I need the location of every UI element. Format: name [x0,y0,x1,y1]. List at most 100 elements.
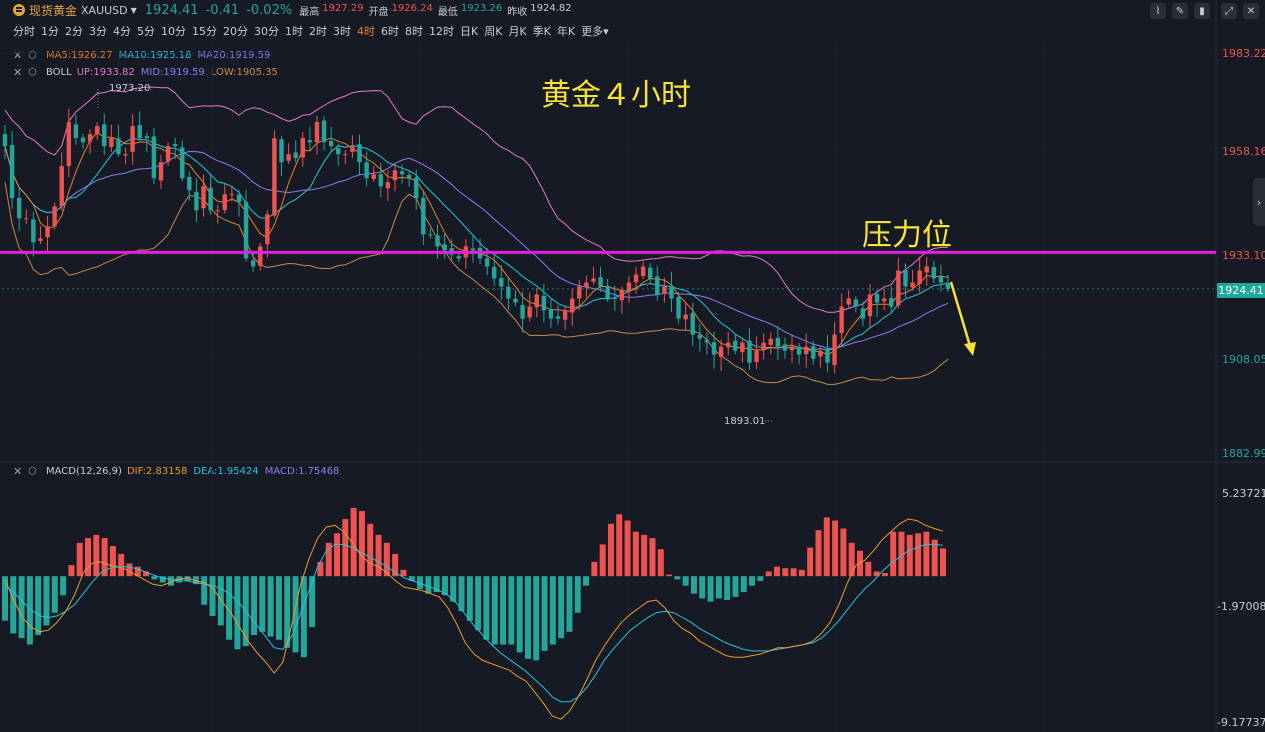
close-icon[interactable]: ✕ [1243,3,1259,19]
chevron-right-icon[interactable]: › [1253,178,1265,226]
period-13[interactable]: 4时 [357,25,375,38]
period-21[interactable]: 年K [556,25,576,38]
candle-body [754,350,759,362]
candle-body [704,339,710,343]
period-15[interactable]: 8时 [405,25,423,38]
pencil-icon[interactable]: ✎ [1172,3,1188,19]
candle-body [605,285,610,299]
candle-body [399,171,405,175]
period-8[interactable]: 20分 [223,25,248,38]
symbol-name[interactable]: 现货黄金 [29,3,78,18]
candle-body [889,298,894,307]
candle-body [846,298,851,305]
candle-body [484,258,490,267]
candle-body [881,298,887,302]
period-16[interactable]: 12时 [429,25,454,38]
macd-hist-bar [840,528,847,577]
macd-hist-bar [707,576,714,602]
macd-hist-bar [516,576,523,653]
candle-body [591,278,596,282]
period-22[interactable]: 更多▾ [581,25,609,38]
toolbar-left: ⌇ ✎ ▮ [1150,3,1216,19]
period-3[interactable]: 3分 [89,25,107,38]
macd-hist-bar [259,576,266,632]
price-stats: 最高 1927.29 开盘 1926.24 最低 1923.26 昨收 1924.82 [299,3,576,18]
period-10[interactable]: 1时 [285,25,303,38]
settings-icon[interactable]: ⬡ [28,67,37,78]
candle-body [151,136,157,179]
period-20[interactable]: 季K [532,25,551,38]
macd-hist-bar [881,573,888,577]
period-5[interactable]: 5分 [137,25,155,38]
candle-body [832,334,837,365]
boll-legend-item: MID:1919.59 [140,67,205,78]
macd-hist-bar [234,576,241,650]
ma5-line [4,131,949,356]
candle-body [343,154,348,156]
candle-body [456,256,461,259]
stat-value: 1927.29 [322,2,364,14]
high-marker: 1973.20 [109,83,151,94]
macd-hist-bar [940,548,946,577]
candle-body [747,340,752,363]
period-18[interactable]: 周K [484,25,503,38]
period-19[interactable]: 月K [508,25,527,38]
candle-body [718,346,724,357]
candle-body [378,174,383,187]
candle-body [775,337,781,347]
symbol-code[interactable]: XAUUSD [81,3,128,17]
stat-label: 昨收 [507,6,528,18]
caret-down-icon[interactable]: ▼ [130,5,137,15]
period-11[interactable]: 2时 [309,25,327,38]
macd-hist-bar [865,561,872,577]
candle-body [364,162,369,179]
candle-body [109,138,114,147]
candle-body [300,138,305,158]
ma10-line [4,137,949,351]
period-12[interactable]: 3时 [333,25,351,38]
macd-hist-bar [101,538,108,577]
candles-icon[interactable]: ▮ [1194,3,1210,19]
period-2[interactable]: 2分 [65,25,83,38]
expand-icon[interactable]: ⤢ [1221,3,1237,19]
settings-icon[interactable]: ⬡ [28,466,37,477]
boll-legend: ✕ ⬡ BOLL UP:1933.82 MID:1919.59 LOW:1905.3… [13,66,284,79]
macd-hist-bar [35,576,42,635]
macd-hist-bar [466,576,473,621]
period-6[interactable]: 10分 [161,25,186,38]
candle-body [286,154,291,161]
candle-body [598,277,603,287]
period-4[interactable]: 4分 [113,25,131,38]
chart-line-icon[interactable]: ⌇ [1150,3,1166,19]
macd-hist-bar [607,523,614,577]
candle-body [499,278,504,287]
candle-body [314,122,320,143]
candle-body [180,147,185,179]
ma-legend-item: MA10:1925.18 [118,50,192,61]
macd-hist-bar [10,576,17,634]
macd-hist-bar [51,576,58,613]
candle-body [789,346,795,351]
remove-icon[interactable]: ✕ [13,66,23,79]
settings-icon[interactable]: ⬡ [28,50,37,61]
candle-body [194,191,199,211]
candle-body [584,282,589,288]
candle-body [187,176,192,191]
period-1[interactable]: 1分 [41,25,59,38]
macd-hist-bar [168,576,175,586]
candle-body [201,186,206,209]
period-17[interactable]: 日K [460,25,479,38]
macd-hist-bar [184,576,191,581]
remove-icon[interactable]: ✕ [13,49,23,62]
period-14[interactable]: 6时 [381,25,399,38]
remove-icon[interactable]: ✕ [13,465,23,478]
candle-body [336,148,341,155]
macd-hist-bar [93,534,100,577]
candle-body [874,294,880,303]
stat-label: 最高 [299,6,320,18]
macd-hist-bar [931,539,938,577]
period-7[interactable]: 15分 [192,25,217,38]
period-0[interactable]: 分时 [13,25,35,38]
period-9[interactable]: 30分 [254,25,279,38]
